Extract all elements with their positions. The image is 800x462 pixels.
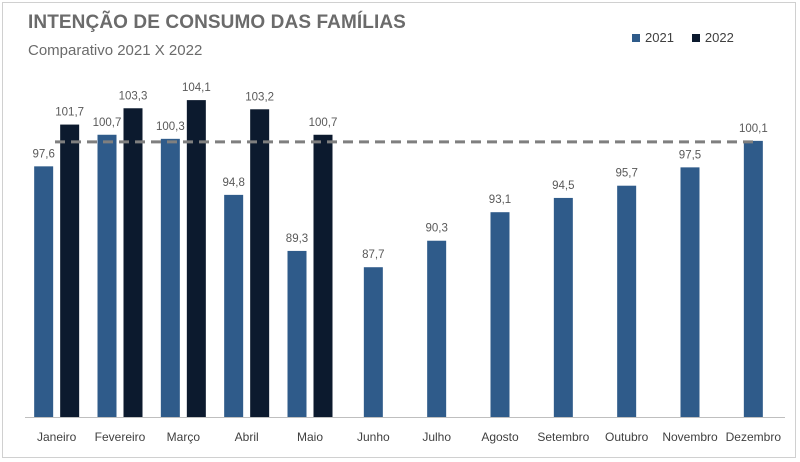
data-label-2021-1: 100,7 — [93, 117, 122, 129]
x-tick-label-0: Janeiro — [37, 430, 77, 444]
data-label-2021-2: 100,3 — [156, 121, 185, 133]
bar-2021-3 — [224, 194, 244, 417]
x-tick-label-8: Setembro — [537, 430, 589, 444]
bar-2022-1 — [123, 108, 143, 417]
bar-2021-9 — [617, 185, 637, 417]
x-tick-label-2: Março — [167, 430, 201, 444]
bar-2021-6 — [427, 240, 447, 417]
x-tick-label-6: Julho — [422, 430, 451, 444]
data-label-2021-7: 93,1 — [489, 194, 511, 206]
bar-2021-1 — [97, 134, 117, 417]
data-label-2021-11: 100,1 — [739, 123, 768, 135]
data-label-2021-9: 95,7 — [615, 168, 637, 180]
bar-2021-11 — [743, 140, 763, 417]
x-tick-label-7: Agosto — [481, 430, 519, 444]
x-tick-label-1: Fevereiro — [95, 430, 146, 444]
x-tick-label-9: Outubro — [605, 430, 649, 444]
x-tick-label-3: Abril — [235, 430, 259, 444]
x-tick-label-4: Maio — [297, 430, 323, 444]
data-label-2021-4: 89,3 — [286, 233, 308, 245]
data-label-2021-6: 90,3 — [425, 223, 447, 235]
data-label-2022-0: 101,7 — [55, 107, 84, 119]
data-label-2022-4: 100,7 — [309, 117, 338, 129]
bar-2022-4 — [313, 134, 333, 417]
legend-item-2022: 2022 — [691, 30, 734, 45]
x-tick-label-10: Novembro — [662, 430, 718, 444]
data-label-2021-10: 97,5 — [679, 149, 701, 161]
bar-2022-2 — [186, 100, 206, 418]
legend-label-2021: 2021 — [645, 30, 674, 45]
data-label-2021-5: 87,7 — [362, 249, 384, 261]
bar-2021-0 — [34, 166, 54, 417]
bar-2021-4 — [287, 250, 307, 417]
bar-2021-2 — [160, 138, 180, 417]
chart-subtitle: Comparativo 2021 X 2022 — [28, 42, 203, 59]
chart-title: INTENÇÃO DE CONSUMO DAS FAMÍLIAS — [28, 12, 406, 33]
legend-item-2021: 2021 — [632, 30, 674, 45]
data-label-2022-2: 104,1 — [182, 82, 211, 94]
bar-2021-7 — [490, 212, 510, 417]
data-label-2021-8: 94,5 — [552, 180, 574, 192]
bar-2021-10 — [680, 167, 700, 417]
bar-2022-0 — [60, 124, 80, 418]
x-tick-label-5: Junho — [357, 430, 390, 444]
bar-2021-8 — [553, 197, 573, 417]
data-label-2021-3: 94,8 — [222, 177, 244, 189]
data-label-2022-1: 103,3 — [119, 90, 148, 102]
x-tick-label-11: Dezembro — [726, 430, 782, 444]
legend-swatch-2022 — [691, 33, 700, 42]
data-label-2021-0: 97,6 — [32, 148, 54, 160]
data-label-2022-3: 103,2 — [245, 91, 274, 103]
legend-label-2022: 2022 — [704, 30, 734, 45]
bar-2021-5 — [363, 267, 383, 417]
legend-swatch-2021 — [632, 33, 640, 42]
bar-2022-3 — [250, 109, 270, 417]
legend: 2021 2022 — [632, 30, 752, 45]
